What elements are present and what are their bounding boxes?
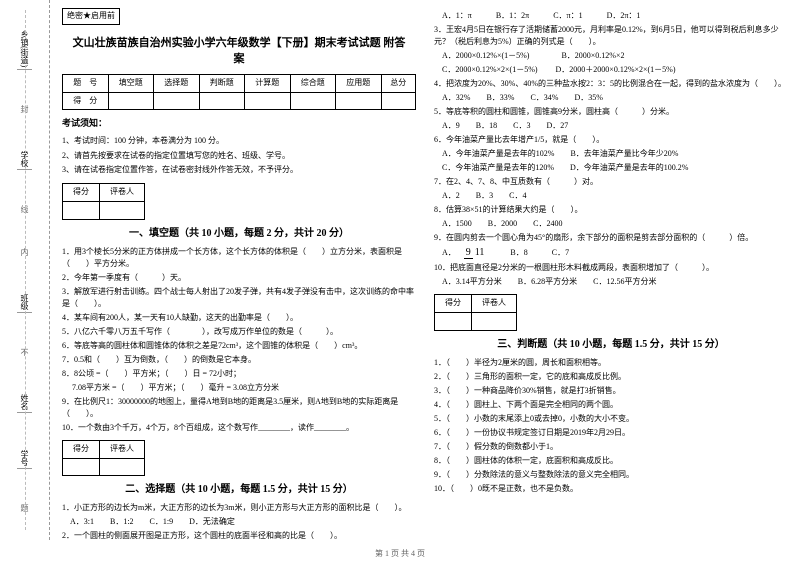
notice-3: 3、请在试卷指定位置作答，在试卷密封线外作答无效，不予评分。 [62, 164, 416, 177]
grade-blank[interactable] [472, 312, 517, 330]
frac-num: 9 [464, 247, 473, 259]
grade-blank[interactable] [63, 201, 100, 219]
score-cell[interactable] [199, 92, 245, 110]
grade-blank[interactable] [100, 201, 145, 219]
notice-head: 考试须知： [62, 116, 416, 130]
q3-2: 2．（ ）三角形的面积一定，它的底和高成反比例。 [434, 371, 788, 383]
score-cell[interactable] [154, 92, 200, 110]
q3-10: 10．（ ）0既不是正数，也不是负数。 [434, 483, 788, 495]
q2-8o: A．1500 B．2000 C．2400 [434, 218, 788, 230]
q2-4o: A．32% B．33% C．34% D．35% [434, 92, 788, 104]
q3-8: 8．（ ）圆柱体的体积一定，底面积和高成反比。 [434, 455, 788, 467]
q1-4: 4．某车间有200人，某一天有10人缺勤，这天的出勤率是（ ）。 [62, 312, 416, 324]
grade-score: 得分 [63, 440, 100, 458]
q3-4: 4．（ ）圆柱上、下两个面是完全相同的两个圆。 [434, 399, 788, 411]
score-col: 应用题 [336, 74, 382, 92]
score-col: 填空题 [108, 74, 154, 92]
score-cell[interactable] [290, 92, 336, 110]
grade-blank[interactable] [100, 458, 145, 476]
section-2-title: 二、选择题（共 10 小题，每题 1.5 分，共计 15 分） [62, 482, 416, 498]
title-line1: 文山壮族苗族自治州实验小学六年级数学【下册】期末考试试题 附答 [73, 37, 406, 49]
grade-box-2: 得分评卷人 [62, 440, 145, 477]
grade-blank[interactable] [63, 458, 100, 476]
q3-7: 7．（ ）假分数的倒数都小于1。 [434, 441, 788, 453]
score-col: 计算题 [245, 74, 291, 92]
section-3-title: 三、判断题（共 10 小题，每题 1.5 分，共计 15 分） [434, 337, 788, 353]
q1-3: 3．解放军进行射击训练。四个战士每人射出了20发子弹，共有4发子弹没有击中，这次… [62, 286, 416, 310]
exam-title: 文山壮族苗族自治州实验小学六年级数学【下册】期末考试试题 附答 案 [62, 35, 416, 68]
notice-2: 2、请首先按要求在试卷的指定位置填写您的姓名、班级、学号。 [62, 150, 416, 163]
score-col: 判断题 [199, 74, 245, 92]
fraction: 911 [464, 248, 487, 258]
grade-box-3: 得分评卷人 [434, 294, 517, 331]
right-column: A．1：π B．1：2π C．π：1 D．2π：1 3．王宏4月5日在银行存了活… [434, 8, 788, 532]
q2-7o: A．2 B．3 C．4 [434, 190, 788, 202]
title-line2: 案 [234, 53, 245, 65]
q2-9: 9．在圆内剪去一个圆心角为45°的扇形，余下部分的面积是剪去部分面积的（ ）倍。 [434, 232, 788, 244]
q2-5: 5．等底等积的圆柱和圆锥，圆锥高9分米，圆柱高（ ）分米。 [434, 106, 788, 118]
q1-8b: 7.08平方米 =（ ）平方米；（ ）毫升 = 3.08立方分米 [62, 382, 416, 394]
q2-9o: A．911 B．8 C．7 [434, 246, 788, 260]
q1-1: 1．用3个棱长5分米的正方体拼成一个长方体，这个长方体的体积是（ ）立方分米，表… [62, 246, 416, 270]
q1-7: 7．0.5和（ ）互为倒数，（ ）的倒数是它本身。 [62, 354, 416, 366]
q2-6: 6．今年油菜产量比去年增产1/5，就是（ ）。 [434, 134, 788, 146]
q2-6b: C．今年油菜产量是去年的120% D．今年油菜产量是去年的100.2% [434, 162, 788, 174]
score-col: 选择题 [154, 74, 200, 92]
score-cell[interactable] [336, 92, 382, 110]
section-1-title: 一、填空题（共 10 小题，每题 2 分，共计 20 分） [62, 226, 416, 242]
secret-label: 绝密★启用前 [62, 8, 120, 25]
q2-1: 1．小正方形的边长为m米，大正方形的边长为3m米，则小正方形与大正方形的面积比是… [62, 502, 416, 514]
grade-marker: 评卷人 [100, 440, 145, 458]
score-table: 题 号 填空题 选择题 判断题 计算题 综合题 应用题 总分 得 分 [62, 74, 416, 111]
score-col: 总分 [381, 74, 416, 92]
score-col: 题 号 [63, 74, 109, 92]
q2-5o: A．9 B．18 C．3 D．27 [434, 120, 788, 132]
frac-opts: B．8 C．7 [494, 248, 569, 257]
score-cell[interactable] [245, 92, 291, 110]
q2-3: 3．王宏4月5日在银行存了活期储蓄2000元，月利率是0.12%，到6月5日，他… [434, 24, 788, 48]
grade-score: 得分 [63, 184, 100, 202]
binding-margin: 乡镇(街道) 封 学校 线 内 班级 不 姓名 学号 题 [0, 0, 50, 540]
grade-box-1: 得分评卷人 [62, 183, 145, 220]
q2-1o: A．3:1 B．1:2 C．1:9 D．无法确定 [62, 516, 416, 528]
q3-5: 5．（ ）小数的末尾添上0或去掉0，小数的大小不变。 [434, 413, 788, 425]
q2-6a: A．今年油菜产量是去年的102% B．去年油菜产量比今年少20% [434, 148, 788, 160]
q2-10: 10．把底面直径是2分米的一根圆柱形木料截成两段，表面积增加了（ ）。 [434, 262, 788, 274]
notice-1: 1、考试时间：100 分钟，本卷满分为 100 分。 [62, 135, 416, 148]
frac-den: 11 [473, 247, 487, 258]
q3-6: 6．（ ）一份协议书规定签订日期是2019年2月29日。 [434, 427, 788, 439]
page-footer: 第 1 页 共 4 页 [0, 548, 800, 559]
q1-10: 10．一个数由3个千万，4个万，8个百组成，这个数写作________，读作__… [62, 422, 416, 434]
grade-marker: 评卷人 [472, 295, 517, 313]
q2-2: 2．一个圆柱的侧面展开图是正方形，这个圆柱的底面半径和高的比是（ ）。 [62, 530, 416, 542]
score-header-row: 题 号 填空题 选择题 判断题 计算题 综合题 应用题 总分 [63, 74, 416, 92]
q1-6: 6．等底等高的圆柱体和圆锥体的体积之差是72cm³，这个圆锥的体积是（ ）cm³… [62, 340, 416, 352]
q2-4: 4．把浓度为20%、30%、40%的三种盐水按2：3：5的比例混合在一起，得到的… [434, 78, 788, 90]
score-cell[interactable] [108, 92, 154, 110]
score-label: 得 分 [63, 92, 109, 110]
q2-3b: C．2000×0.12%×2×(1－5%) D．2000＋2000×0.12%×… [434, 64, 788, 76]
q3-9: 9．（ ）分数除法的意义与整数除法的意义完全相同。 [434, 469, 788, 481]
q2-7: 7．在2、4、7、8、中互质数有（ ）对。 [434, 176, 788, 188]
score-cell[interactable] [381, 92, 416, 110]
left-column: 绝密★启用前 文山壮族苗族自治州实验小学六年级数学【下册】期末考试试题 附答 案… [62, 8, 416, 532]
q2-10o: A．3.14平方分米 B．6.28平方分米 C．12.56平方分米 [434, 276, 788, 288]
score-col: 综合题 [290, 74, 336, 92]
q3-3: 3．（ ）一种商品降价30%销售，就是打3折销售。 [434, 385, 788, 397]
grade-score: 得分 [435, 295, 472, 313]
q1-2: 2．今年第一季度有（ ）天。 [62, 272, 416, 284]
q1-9: 9．在比例尺1：30000000的地图上，量得A地到B地的距离是3.5厘米，则A… [62, 396, 416, 420]
q1-8: 8．8公顷 =（ ）平方米；（ ）日 = 72小时； [62, 368, 416, 380]
q2-2o: A．1：π B．1：2π C．π：1 D．2π：1 [434, 10, 788, 22]
grade-marker: 评卷人 [100, 184, 145, 202]
q3-1: 1．（ ）半径为2厘米的圆，周长和面积相等。 [434, 357, 788, 369]
grade-blank[interactable] [435, 312, 472, 330]
q2-8: 8．估算38×51的计算结果大约是（ ）。 [434, 204, 788, 216]
q2-3a: A．2000×0.12%×(1－5%) B．2000×0.12%×2 [434, 50, 788, 62]
q1-5: 5．八亿六千零八万五千写作（ ），改写成万作单位的数是（ ）。 [62, 326, 416, 338]
score-value-row: 得 分 [63, 92, 416, 110]
